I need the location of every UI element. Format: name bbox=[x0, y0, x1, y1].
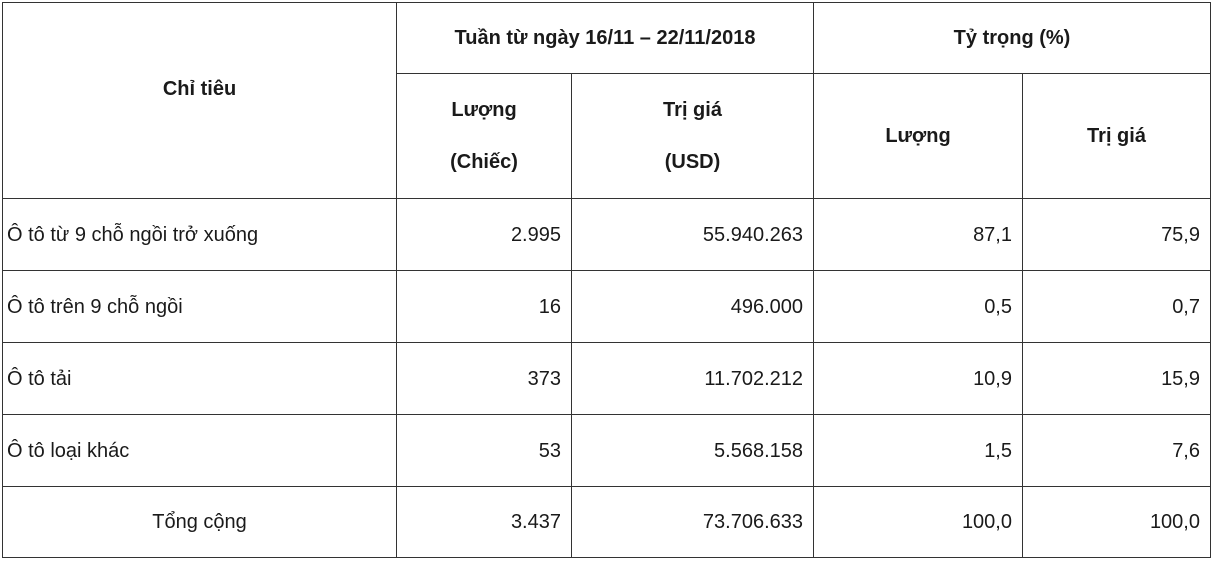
row-share-qty: 0,5 bbox=[813, 270, 1023, 343]
row-label: Ô tô từ 9 chỗ ngồi trở xuống bbox=[2, 198, 397, 271]
row-value: 5.568.158 bbox=[571, 414, 814, 487]
table-row: Ô tô tải 373 11.702.212 10,9 15,9 bbox=[2, 342, 1211, 415]
row-value: 496.000 bbox=[571, 270, 814, 343]
total-label: Tổng cộng bbox=[2, 486, 397, 558]
total-row: Tổng cộng 3.437 73.706.633 100,0 100,0 bbox=[2, 486, 1211, 558]
total-share-value: 100,0 bbox=[1022, 486, 1211, 558]
row-share-value: 75,9 bbox=[1022, 198, 1211, 271]
row-value: 55.940.263 bbox=[571, 198, 814, 271]
header-share-group: Tỷ trọng (%) bbox=[813, 2, 1211, 74]
total-value: 73.706.633 bbox=[571, 486, 814, 558]
total-share-qty: 100,0 bbox=[813, 486, 1023, 558]
header-week-qty: Lượng (Chiếc) bbox=[396, 73, 572, 199]
header-share-value: Trị giá bbox=[1022, 73, 1211, 199]
header-share-qty: Lượng bbox=[813, 73, 1023, 199]
row-label: Ô tô tải bbox=[2, 342, 397, 415]
header-week-group: Tuần từ ngày 16/11 – 22/11/2018 bbox=[396, 2, 814, 74]
header-week-value: Trị giá (USD) bbox=[571, 73, 814, 199]
row-share-qty: 10,9 bbox=[813, 342, 1023, 415]
total-qty: 3.437 bbox=[396, 486, 572, 558]
row-share-qty: 1,5 bbox=[813, 414, 1023, 487]
row-label: Ô tô trên 9 chỗ ngồi bbox=[2, 270, 397, 343]
header-week-qty-label: Lượng bbox=[451, 99, 517, 121]
row-share-value: 7,6 bbox=[1022, 414, 1211, 487]
row-qty: 53 bbox=[396, 414, 572, 487]
table-row: Ô tô từ 9 chỗ ngồi trở xuống 2.995 55.94… bbox=[2, 198, 1211, 271]
row-qty: 2.995 bbox=[396, 198, 572, 271]
header-indicator: Chỉ tiêu bbox=[2, 2, 397, 199]
header-week-qty-unit: (Chiếc) bbox=[450, 151, 518, 173]
header-row-columns: Lượng (Chiếc) Trị giá (USD) Lượng Trị gi… bbox=[3, 73, 1211, 199]
row-share-value: 0,7 bbox=[1022, 270, 1211, 343]
header-week-value-label: Trị giá bbox=[663, 99, 722, 121]
row-share-value: 15,9 bbox=[1022, 342, 1211, 415]
header-row-group: Chỉ tiêu Tuần từ ngày 16/11 – 22/11/2018… bbox=[2, 2, 1211, 199]
row-share-qty: 87,1 bbox=[813, 198, 1023, 271]
table-row: Ô tô loại khác 53 5.568.158 1,5 7,6 bbox=[2, 414, 1211, 487]
header-week-value-unit: (USD) bbox=[664, 151, 721, 173]
row-qty: 373 bbox=[396, 342, 572, 415]
row-qty: 16 bbox=[396, 270, 572, 343]
row-value: 11.702.212 bbox=[571, 342, 814, 415]
table-row: Ô tô trên 9 chỗ ngồi 16 496.000 0,5 0,7 bbox=[2, 270, 1211, 343]
row-label: Ô tô loại khác bbox=[2, 414, 397, 487]
